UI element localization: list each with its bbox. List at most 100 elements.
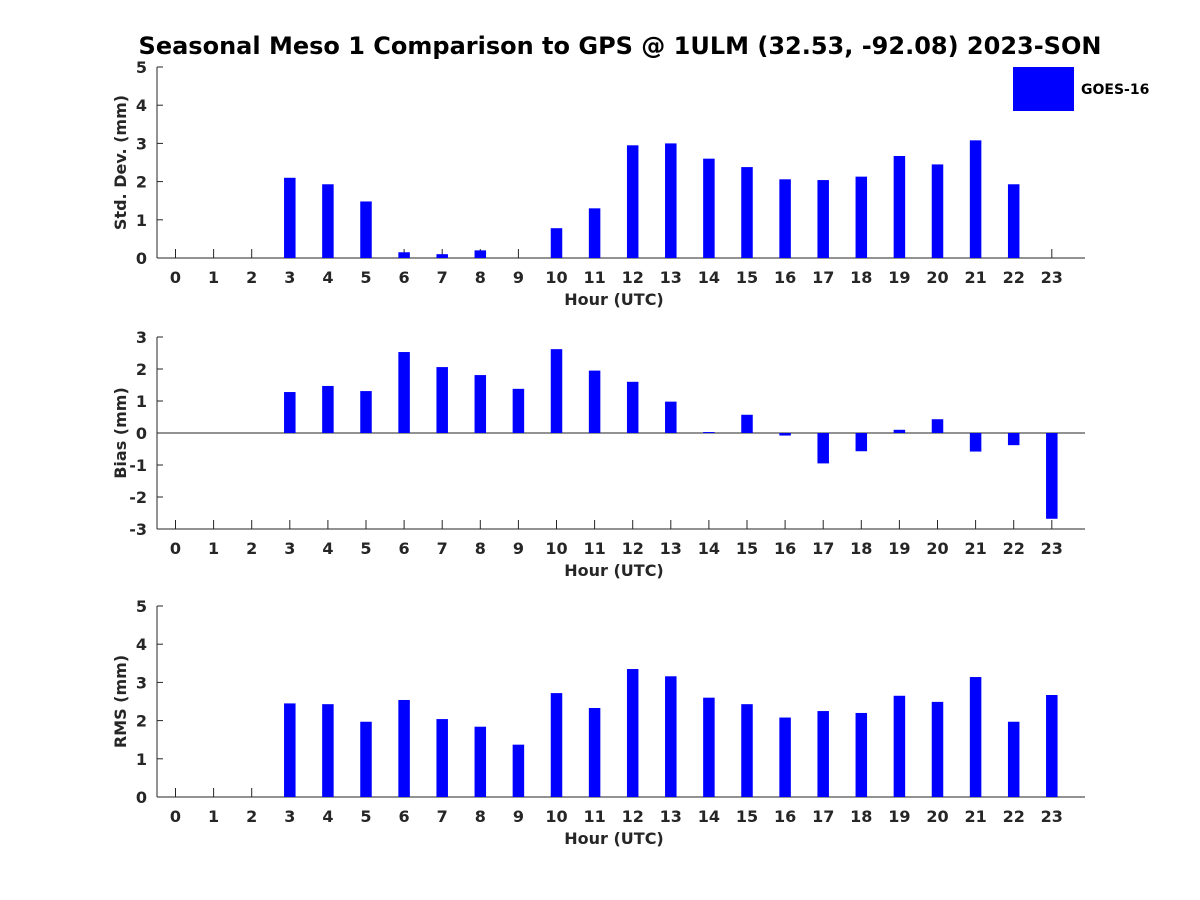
- x-tick-label: 1: [208, 539, 219, 558]
- x-tick-label: 8: [475, 807, 486, 826]
- x-tick-label: 15: [736, 539, 758, 558]
- bar-std-hour-4: [322, 184, 334, 258]
- bar-std-hour-16: [779, 179, 791, 258]
- x-axis-label: Hour (UTC): [564, 290, 664, 309]
- bar-rms-hour-16: [779, 717, 791, 797]
- x-tick-label: 12: [622, 807, 644, 826]
- x-tick-label: 16: [774, 268, 796, 287]
- x-tick-label: 9: [513, 807, 524, 826]
- bar-rms-hour-12: [626, 669, 639, 797]
- bar-bias-hour-19: [893, 429, 906, 433]
- y-tick-label: 1: [136, 392, 147, 411]
- y-tick-label: 5: [136, 597, 147, 616]
- bar-std-hour-21: [969, 140, 982, 258]
- bar-bias-hour-20: [931, 419, 944, 433]
- bar-bias-hour-7: [436, 367, 448, 433]
- legend-swatch: [1013, 67, 1074, 111]
- bar-bias-hour-5: [360, 391, 372, 433]
- bar-rms-hour-8: [474, 726, 487, 797]
- x-tick-label: 23: [1041, 268, 1063, 287]
- x-tick-label: 19: [888, 539, 910, 558]
- x-tick-label: 19: [888, 268, 910, 287]
- bar-bias-hour-15: [741, 414, 753, 433]
- bar-std-hour-14: [703, 158, 715, 258]
- bar-std-hour-3: [284, 177, 296, 258]
- bar-std-hour-7: [436, 254, 448, 258]
- y-axis-label: Std. Dev. (mm): [111, 95, 130, 230]
- x-tick-label: 8: [475, 539, 486, 558]
- x-tick-label: 23: [1041, 539, 1063, 558]
- x-tick-label: 21: [964, 807, 986, 826]
- bar-std-hour-22: [1007, 184, 1020, 258]
- x-tick-label: 0: [170, 539, 181, 558]
- y-axis-label: Bias (mm): [111, 387, 130, 479]
- x-tick-label: 10: [545, 268, 567, 287]
- x-tick-label: 3: [284, 268, 295, 287]
- x-tick-label: 2: [246, 807, 257, 826]
- y-tick-label: 0: [136, 424, 147, 443]
- x-tick-label: 17: [812, 268, 834, 287]
- x-tick-label: 9: [513, 268, 524, 287]
- bar-bias-hour-21: [969, 433, 982, 452]
- y-tick-label: 0: [136, 788, 147, 807]
- x-tick-label: 20: [926, 268, 948, 287]
- bar-rms-hour-13: [665, 676, 677, 797]
- y-tick-label: 4: [136, 635, 147, 654]
- bar-bias-hour-13: [665, 401, 677, 433]
- bar-bias-hour-10: [550, 349, 563, 433]
- bar-bias-hour-3: [284, 392, 296, 433]
- bar-std-hour-8: [474, 250, 487, 258]
- x-tick-label: 2: [246, 539, 257, 558]
- bar-rms-hour-23: [1046, 695, 1058, 797]
- x-tick-label: 19: [888, 807, 910, 826]
- bar-rms-hour-4: [322, 704, 334, 797]
- y-tick-label: 1: [136, 750, 147, 769]
- y-tick-label: 4: [136, 96, 147, 115]
- x-tick-label: 8: [475, 268, 486, 287]
- bar-rms-hour-19: [893, 695, 906, 797]
- bar-std-hour-5: [360, 201, 372, 258]
- bar-bias-hour-9: [512, 388, 525, 433]
- y-tick-label: 5: [136, 58, 147, 77]
- bar-rms-hour-17: [817, 711, 829, 797]
- x-tick-label: 7: [437, 807, 448, 826]
- x-tick-label: 17: [812, 807, 834, 826]
- bar-bias-hour-8: [474, 375, 487, 433]
- x-tick-label: 13: [660, 539, 682, 558]
- bar-rms-hour-21: [969, 677, 982, 797]
- x-tick-label: 11: [583, 539, 605, 558]
- bar-rms-hour-18: [855, 712, 868, 797]
- bar-rms-hour-7: [436, 719, 448, 797]
- x-tick-label: 0: [170, 807, 181, 826]
- y-tick-label: -1: [129, 456, 147, 475]
- bar-bias-hour-4: [322, 385, 334, 433]
- x-tick-label: 14: [698, 268, 720, 287]
- x-tick-label: 4: [322, 268, 333, 287]
- bar-bias-hour-14: [703, 432, 715, 434]
- x-tick-label: 16: [774, 807, 796, 826]
- bar-std-hour-17: [817, 180, 829, 258]
- bar-bias-hour-16: [779, 433, 791, 436]
- y-tick-label: -2: [129, 488, 147, 507]
- x-tick-label: 10: [545, 539, 567, 558]
- x-tick-label: 15: [736, 268, 758, 287]
- x-tick-label: 14: [698, 807, 720, 826]
- x-tick-label: 10: [545, 807, 567, 826]
- bar-rms-hour-22: [1007, 721, 1020, 797]
- bar-bias-hour-12: [626, 381, 639, 433]
- bar-std-hour-6: [398, 252, 410, 258]
- bar-bias-hour-11: [588, 370, 601, 433]
- bar-std-hour-10: [550, 228, 563, 258]
- x-tick-label: 5: [360, 807, 371, 826]
- x-tick-label: 6: [399, 807, 410, 826]
- y-tick-label: 3: [136, 328, 147, 347]
- x-tick-label: 22: [1003, 268, 1025, 287]
- bar-rms-hour-3: [284, 703, 296, 797]
- bar-rms-hour-11: [588, 707, 601, 797]
- x-tick-label: 1: [208, 807, 219, 826]
- y-axis-label: RMS (mm): [111, 655, 130, 748]
- x-tick-label: 22: [1003, 539, 1025, 558]
- bar-bias-hour-6: [398, 352, 410, 433]
